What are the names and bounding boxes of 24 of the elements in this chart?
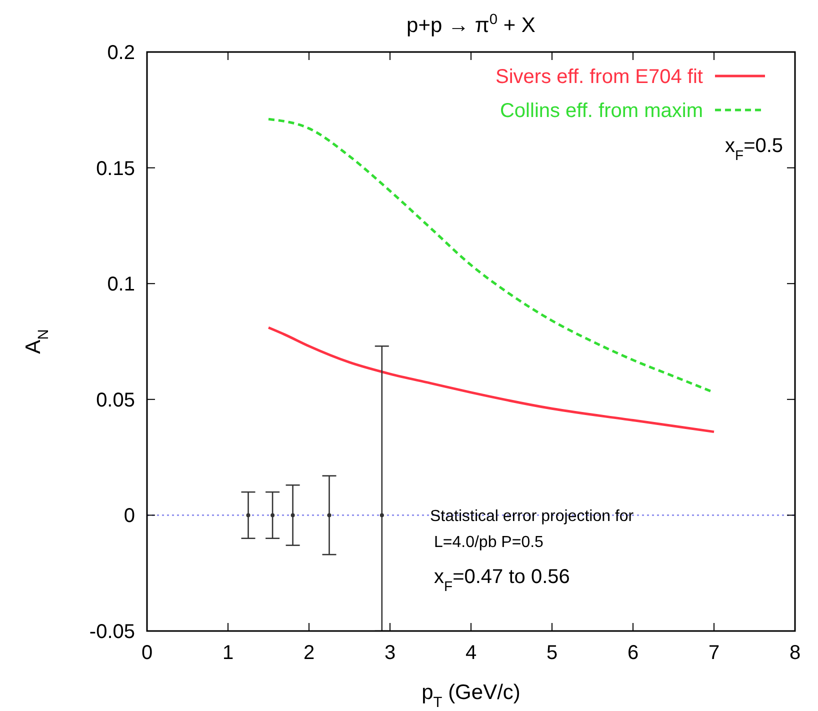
annotation: x$_{F}$=0.47 to 0.56 [434, 566, 570, 594]
legend-label: Sivers eff. from E704 fit [496, 66, 704, 88]
legend-label: Collins eff. from maxim [500, 100, 703, 122]
x-axis-title: p$_{T}$ (GeV/c) [422, 681, 520, 711]
line-series [267, 326, 716, 434]
x-tick-label: 0 [141, 642, 153, 664]
annotation: x$_{F}$=0.5 [725, 135, 784, 163]
annotation: L=4.0/pb P=0.5 [434, 534, 544, 551]
y-tick-label: -0.05 [89, 621, 135, 643]
y-tick-label: 0.15 [96, 158, 135, 180]
x-tick-label: 6 [627, 642, 639, 664]
y-tick-label: 0.2 [107, 42, 135, 64]
chart-title: p+p → π$^{0}$ + X [406, 12, 536, 37]
x-tick-label: 7 [708, 642, 720, 664]
y-tick-label: 0.05 [96, 389, 135, 412]
y-tick-label: 0 [124, 505, 135, 528]
x-tick-label: 3 [384, 642, 396, 664]
x-tick-label: 1 [222, 642, 234, 664]
y-tick-label: 0.1 [107, 274, 135, 296]
x-tick-label: 4 [465, 642, 477, 664]
x-tick-label: 2 [303, 642, 315, 664]
x-tick-label: 8 [789, 642, 801, 664]
annotation: Statistical error projection for [430, 508, 634, 525]
x-tick-label: 5 [546, 642, 558, 664]
